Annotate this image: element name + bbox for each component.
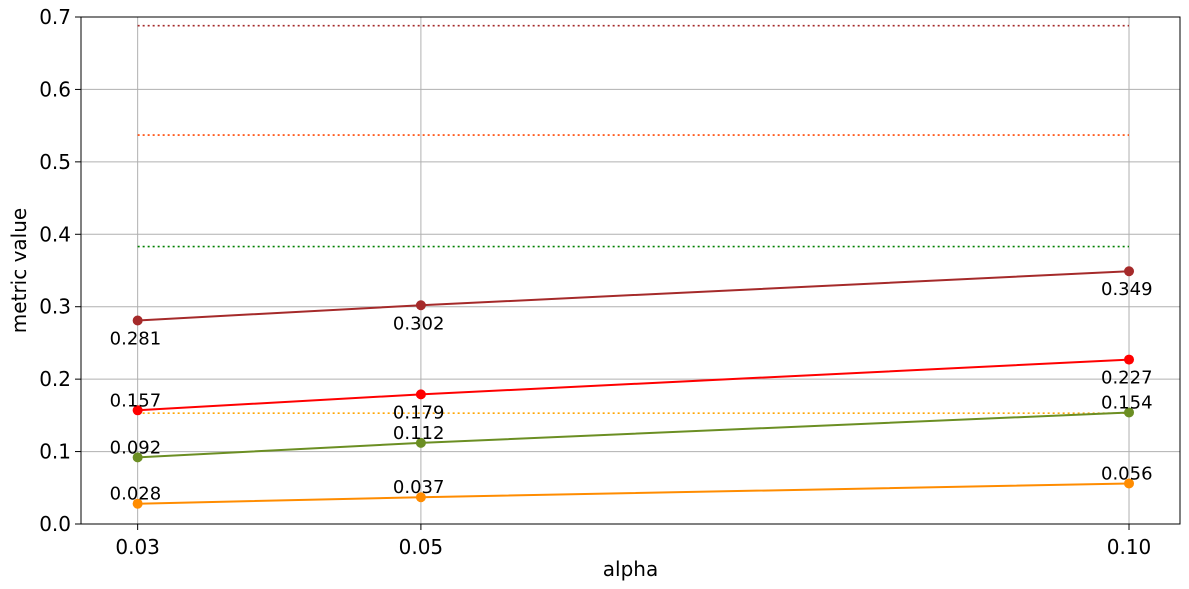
- data-point: [415, 437, 426, 448]
- x-axis-title: alpha: [603, 557, 658, 581]
- data-point: [415, 300, 426, 311]
- data-point: [132, 315, 143, 326]
- x-tick-label: 0.05: [399, 535, 444, 559]
- x-tick-label: 0.03: [115, 535, 160, 559]
- data-label: 0.349: [1101, 279, 1153, 300]
- data-label: 0.157: [110, 390, 162, 411]
- y-tick-label: 0.7: [39, 5, 71, 29]
- data-point: [1124, 266, 1135, 277]
- grid: [81, 16, 1180, 525]
- y-tick-label: 0.0: [39, 512, 71, 536]
- series-line: [137, 270, 1130, 322]
- data-point: [1124, 407, 1135, 418]
- data-labels: 0.281 0.302 0.349 0.157 0.179 0.227 0.092 0.112…: [110, 279, 1153, 504]
- data-point: [132, 498, 143, 509]
- data-point: [132, 405, 143, 416]
- data-label: 0.056: [1101, 463, 1153, 484]
- data-label: 0.281: [110, 328, 162, 349]
- series-line: [137, 411, 1130, 459]
- y-tick-label: 0.6: [39, 77, 71, 101]
- y-tick-label: 0.5: [39, 150, 71, 174]
- reference-lines: [137, 24, 1130, 414]
- y-tick-label: 0.3: [39, 295, 71, 319]
- data-point: [1124, 478, 1135, 489]
- series: [132, 266, 1135, 509]
- data-point: [415, 389, 426, 400]
- data-point: [1124, 354, 1135, 365]
- y-tick-label: 0.2: [39, 367, 71, 391]
- data-point: [132, 452, 143, 463]
- series-line: [137, 358, 1130, 412]
- data-label: 0.302: [393, 313, 445, 334]
- plot-frame: [80, 16, 1181, 525]
- data-label: 0.037: [393, 477, 445, 498]
- data-label: 0.092: [110, 437, 162, 458]
- y-axis-title: metric value: [7, 208, 31, 333]
- y-tick-label: 0.1: [39, 440, 71, 464]
- data-label: 0.227: [1101, 368, 1153, 389]
- y-tick-label: 0.4: [39, 222, 71, 246]
- axis-ticks: 0.0 0.1 0.2 0.3 0.4 0.5 0.6 0.7 0.03 0.05 0.10: [39, 5, 1151, 559]
- data-label: 0.028: [110, 484, 162, 505]
- series-line: [137, 482, 1130, 505]
- data-label: 0.154: [1101, 392, 1153, 413]
- data-point: [415, 492, 426, 503]
- x-tick-label: 0.10: [1107, 535, 1152, 559]
- data-label: 0.112: [393, 423, 445, 444]
- data-label: 0.179: [393, 402, 445, 423]
